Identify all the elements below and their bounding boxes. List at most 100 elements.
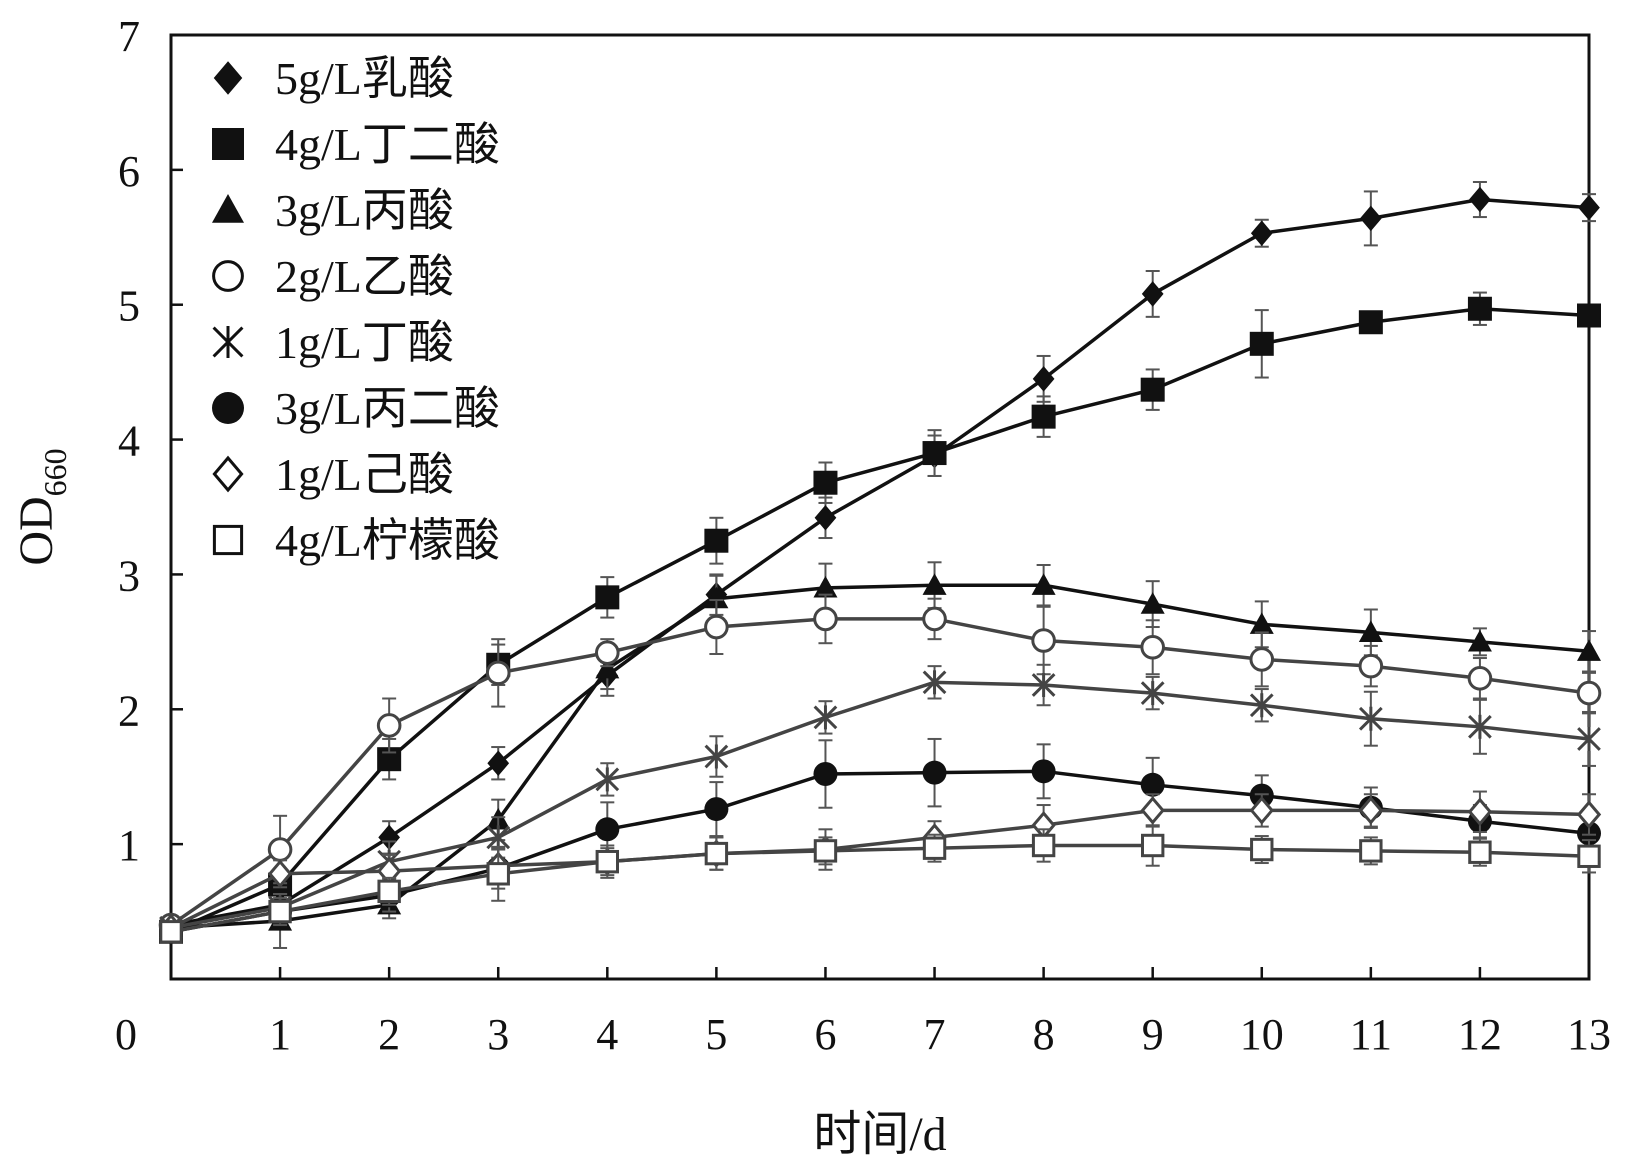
x-tick-label: 11 (1350, 1010, 1392, 1059)
x-tick-label: 5 (705, 1010, 727, 1059)
data-point (595, 585, 620, 610)
series-line (170, 197, 1590, 927)
legend-label: 1g/L丁酸 (275, 317, 454, 368)
data-point (595, 817, 620, 842)
data-point (704, 744, 729, 769)
x-tick-label: 3 (487, 1010, 509, 1059)
legend-item: 3g/L丙酸 (212, 185, 454, 236)
data-point (922, 606, 947, 632)
data-point (1249, 331, 1274, 356)
data-point (1140, 833, 1165, 858)
x-tick-label: 6 (814, 1010, 836, 1059)
data-point (814, 505, 837, 531)
data-point (1467, 665, 1493, 691)
legend-marker (212, 128, 244, 160)
data-point (377, 879, 401, 904)
y-axis-title-main: OD (10, 496, 63, 565)
data-point (1140, 634, 1165, 660)
data-point (485, 660, 511, 686)
data-point (704, 586, 729, 609)
data-point (1467, 629, 1492, 652)
x-tick-label: 8 (1033, 1010, 1055, 1059)
series-line (170, 843, 1590, 934)
data-point (1577, 726, 1601, 751)
legend-marker (212, 326, 244, 358)
series-6 (159, 737, 1601, 944)
data-point (704, 614, 729, 640)
x-tick-label: 1 (269, 1010, 291, 1059)
legend: 5g/L乳酸 4g/L丁二酸 3g/L丙酸 2g/L乙酸 1g/L丁酸 3g/L丙二酸 1g… (212, 53, 500, 566)
data-point (1468, 714, 1492, 739)
data-point (1577, 303, 1601, 328)
x-tick-label: 10 (1240, 1010, 1284, 1059)
legend-marker (212, 455, 244, 493)
data-point (1140, 377, 1165, 402)
legend-marker (213, 61, 243, 95)
data-point (813, 606, 838, 632)
data-point (813, 470, 838, 495)
data-point (1140, 772, 1165, 797)
data-point (922, 760, 947, 785)
data-point (1358, 653, 1384, 679)
data-point (486, 862, 510, 886)
data-point (1577, 844, 1601, 868)
legend-item: 1g/L丁酸 (212, 317, 454, 368)
x-tick-label: 9 (1142, 1010, 1164, 1059)
data-point (267, 837, 293, 862)
data-point (1250, 837, 1274, 862)
data-point (922, 836, 947, 860)
data-point (268, 899, 292, 924)
series-8 (159, 824, 1601, 944)
y-axis-title-subscript: 660 (37, 448, 73, 496)
legend-label: 3g/L丙二酸 (275, 383, 500, 434)
y-axis: 1 2 3 4 5 6 7 (118, 12, 183, 870)
data-point (922, 670, 947, 695)
legend-marker (212, 260, 244, 292)
data-point (1031, 759, 1056, 784)
y-tick-label: 3 (118, 551, 140, 600)
data-point (1358, 310, 1383, 335)
data-point (1031, 404, 1056, 429)
y-tick-label: 6 (118, 147, 140, 196)
legend-item: 5g/L乳酸 (213, 53, 454, 104)
data-point (376, 713, 402, 738)
data-point (1031, 833, 1056, 858)
y-axis-title: OD660 (10, 448, 73, 565)
legend-label: 5g/L乳酸 (275, 53, 454, 104)
series-line (170, 769, 1590, 934)
data-point (922, 441, 947, 466)
y-tick-label: 2 (118, 686, 140, 735)
data-point (159, 920, 183, 944)
legend-label: 4g/L丁二酸 (275, 119, 500, 170)
x-axis: 0 1 2 3 4 5 6 7 8 9 10 11 12 13 (115, 967, 1611, 1059)
data-point (813, 575, 838, 598)
data-point (704, 841, 729, 866)
legend-label: 3g/L丙酸 (275, 185, 454, 236)
data-point (1358, 796, 1384, 825)
legend-item: 3g/L丙二酸 (212, 383, 500, 434)
data-point (1249, 647, 1275, 672)
data-point (1577, 639, 1601, 661)
legend-marker (212, 392, 244, 424)
legend-label: 2g/L乙酸 (275, 251, 454, 302)
legend-item: 4g/L丁二酸 (212, 119, 500, 170)
legend-item: 2g/L乙酸 (212, 251, 454, 302)
series-line (170, 680, 1590, 930)
legend-item: 1g/L己酸 (212, 449, 454, 500)
data-point (704, 528, 729, 553)
data-point (704, 797, 729, 822)
data-point (1031, 673, 1056, 698)
svg-text:OD660: OD660 (10, 448, 73, 565)
data-point (1249, 796, 1274, 825)
data-point (595, 656, 620, 679)
data-point (1032, 366, 1055, 392)
data-point (1141, 281, 1164, 307)
data-point (1031, 628, 1056, 653)
y-tick-label: 7 (118, 12, 140, 61)
data-point (595, 849, 620, 874)
data-point (1359, 205, 1382, 232)
data-point (1576, 680, 1602, 706)
series-4 (158, 593, 1602, 938)
data-point (1358, 706, 1383, 731)
